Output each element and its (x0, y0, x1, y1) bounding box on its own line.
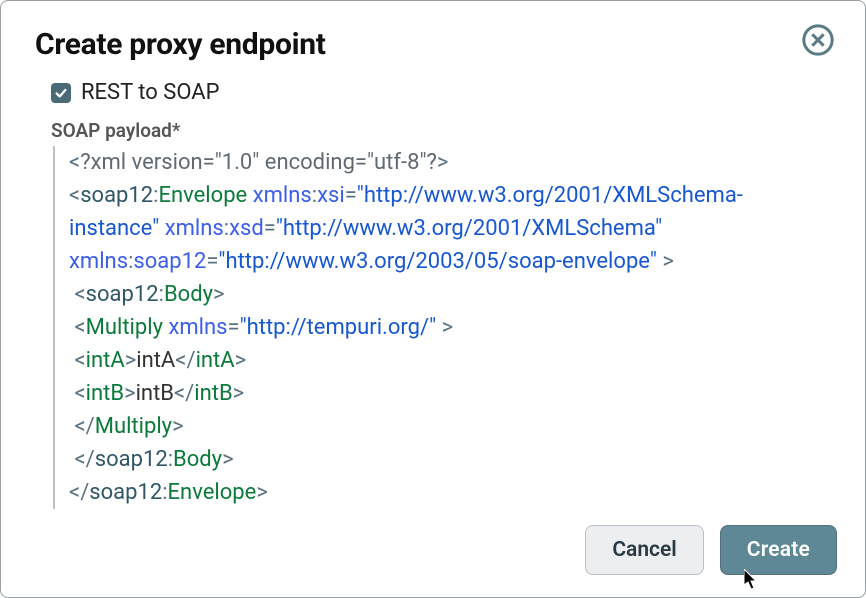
close-icon[interactable] (801, 23, 835, 57)
rest-to-soap-label: REST to SOAP (81, 80, 219, 105)
create-proxy-endpoint-dialog: Create proxy endpoint REST to SOAP SOAP … (0, 0, 866, 598)
code-line: <?xml version="1.0" encoding="utf-8"?> (69, 146, 829, 179)
rest-to-soap-row: REST to SOAP (51, 80, 835, 105)
code-line: </soap12:Envelope> (69, 476, 829, 509)
dialog-footer: Cancel Create (585, 525, 837, 575)
dialog-header: Create proxy endpoint (35, 23, 835, 74)
dialog-title: Create proxy endpoint (35, 27, 326, 62)
code-line: </Multiply> (69, 410, 829, 443)
create-button[interactable]: Create (720, 525, 837, 575)
soap-payload-editor[interactable]: <?xml version="1.0" encoding="utf-8"?> <… (53, 146, 829, 509)
code-line: <soap12:Envelope xmlns:xsi="http://www.w… (69, 179, 829, 278)
rest-to-soap-checkbox[interactable] (51, 83, 71, 103)
code-line: <intB>intB</intB> (69, 377, 829, 410)
code-line: <intA>intA</intA> (69, 344, 829, 377)
code-line: <soap12:Body> (69, 278, 829, 311)
soap-payload-label: SOAP payload* (51, 119, 835, 142)
cursor-icon (744, 569, 760, 591)
code-line: </soap12:Body> (69, 443, 829, 476)
cancel-button[interactable]: Cancel (585, 525, 703, 575)
code-line: <Multiply xmlns="http://tempuri.org/" > (69, 311, 829, 344)
